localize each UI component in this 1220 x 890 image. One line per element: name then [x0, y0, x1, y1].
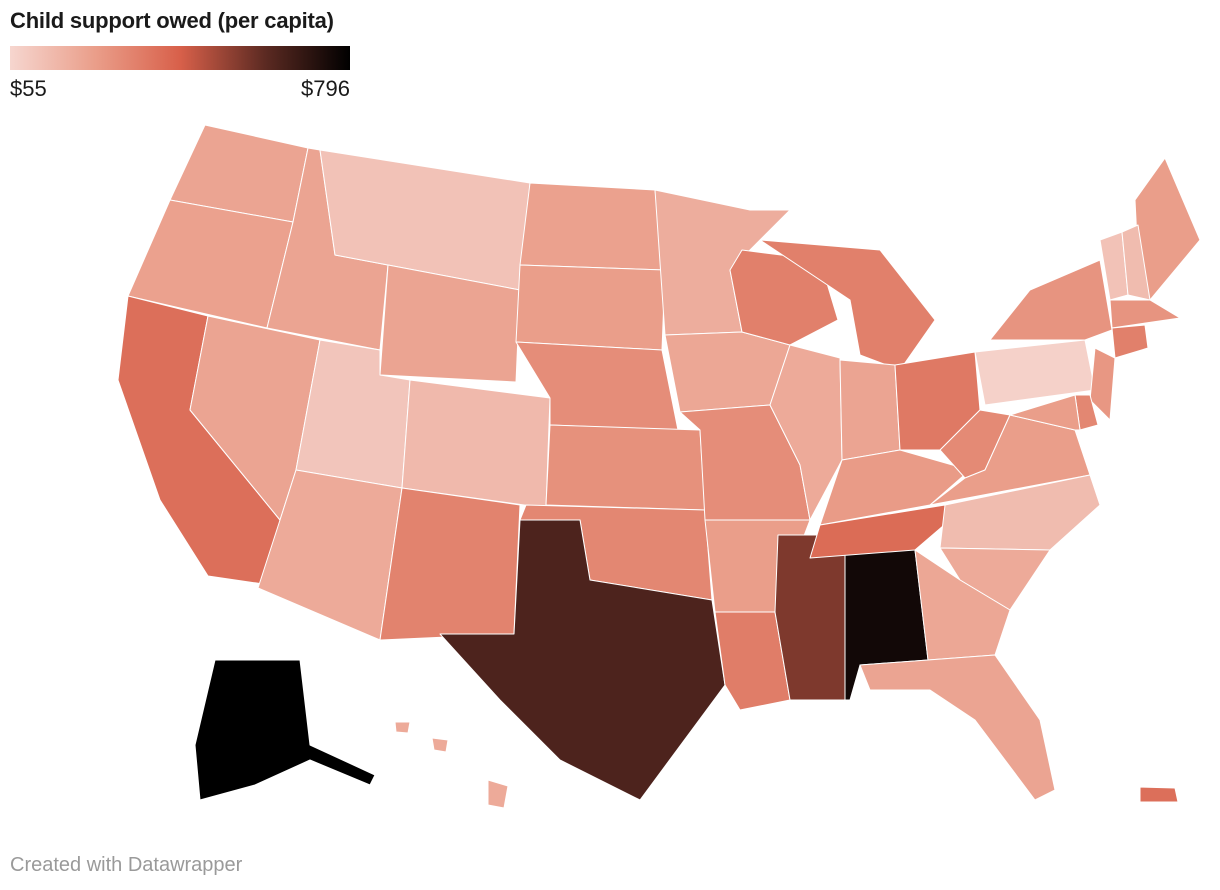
legend-max-label: $796: [301, 76, 350, 101]
state-nd: [519, 182, 666, 271]
state-fl: [859, 654, 1056, 801]
state-ks: [545, 424, 706, 511]
credit-text: Created with Datawrapper: [10, 854, 243, 876]
state-hi: [487, 779, 509, 809]
state-nj: [1089, 347, 1116, 421]
state-md: [1009, 394, 1081, 431]
state-ms: [774, 534, 846, 701]
state-nc: [939, 474, 1101, 551]
state-ak: [194, 659, 376, 801]
state-il: [769, 344, 843, 521]
color-legend-bar: [10, 46, 350, 70]
state-co: [401, 379, 551, 509]
us-choropleth-map: [117, 124, 1201, 809]
state-ky: [819, 449, 971, 526]
state-in: [839, 359, 901, 461]
state-hi: [431, 737, 449, 753]
state-ma: [1109, 299, 1181, 329]
state-tx: [439, 519, 726, 801]
state-ga: [914, 549, 1011, 661]
state-wy: [379, 264, 521, 383]
state-az: [257, 469, 403, 641]
chart-title: Child support owed (per capita): [10, 8, 334, 33]
state-sd: [515, 264, 666, 351]
state-hi: [394, 721, 411, 734]
state-la: [714, 611, 791, 711]
state-tn: [809, 504, 951, 559]
state-ct: [1111, 324, 1149, 359]
state-pr: [1139, 786, 1179, 803]
legend-min-label: $55: [10, 76, 47, 101]
state-ny: [989, 259, 1113, 341]
state-nm: [379, 487, 521, 641]
